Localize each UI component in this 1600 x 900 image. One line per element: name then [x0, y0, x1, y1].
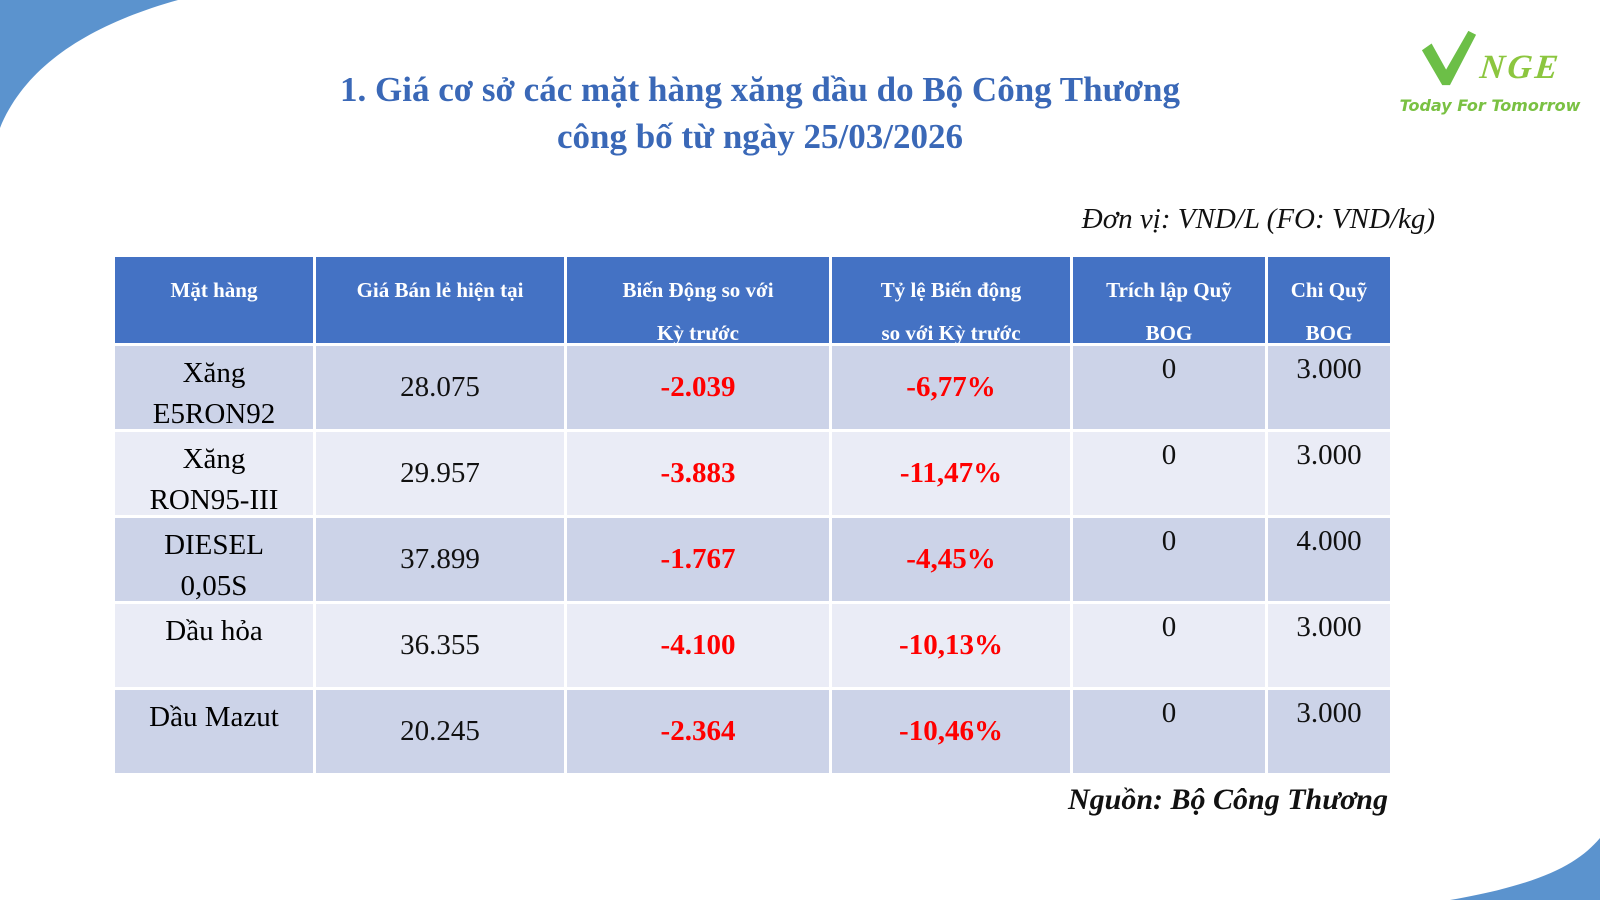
unit-note: Đơn vị: VND/L (FO: VND/kg) — [1081, 203, 1435, 235]
product-name-cell: DIESEL 0,05S — [115, 518, 313, 601]
product-name-cell: Dầu Mazut — [115, 690, 313, 773]
product-name-cell: Xăng E5RON92 — [115, 346, 313, 429]
column-header-bog-allocation: Trích lập Quỹ BOG — [1073, 257, 1265, 343]
retail-price-cell: 37.899 — [316, 518, 564, 601]
retail-price-cell: 36.355 — [316, 604, 564, 687]
bog-allocation-cell: 0 — [1073, 690, 1265, 773]
bog-spend-cell: 3.000 — [1268, 432, 1390, 515]
change-pct-cell: -10,46% — [832, 690, 1070, 773]
product-name-cell: Xăng RON95-III — [115, 432, 313, 515]
vnge-logo: NGE Today For Tomorrow — [1395, 26, 1585, 115]
column-header-bog-spend: Chi Quỹ BOG — [1268, 257, 1390, 343]
change-pct-cell: -6,77% — [832, 346, 1070, 429]
retail-price-cell: 20.245 — [316, 690, 564, 773]
retail-price-cell: 28.075 — [316, 346, 564, 429]
column-header-retail-price: Giá Bán lẻ hiện tại — [316, 257, 564, 343]
column-header-product: Mặt hàng — [115, 257, 313, 343]
page-title: 1. Giá cơ sở các mặt hàng xăng dầu do Bộ… — [150, 66, 1370, 160]
retail-price-cell: 29.957 — [316, 432, 564, 515]
bog-allocation-cell: 0 — [1073, 432, 1265, 515]
page-title-line2: công bố từ ngày 25/03/2026 — [556, 117, 964, 156]
change-cell: -1.767 — [567, 518, 829, 601]
bog-allocation-cell: 0 — [1073, 604, 1265, 687]
fuel-price-table: Mặt hàng Giá Bán lẻ hiện tại Biến Động s… — [115, 257, 1390, 773]
bottom-right-corner-decoration — [1450, 838, 1600, 900]
product-name-cell: Dầu hỏa — [115, 604, 313, 687]
change-pct-cell: -10,13% — [832, 604, 1070, 687]
bog-allocation-cell: 0 — [1073, 346, 1265, 429]
bog-spend-cell: 4.000 — [1268, 518, 1390, 601]
page-title-line1: 1. Giá cơ sở các mặt hàng xăng dầu do Bộ… — [340, 70, 1180, 109]
logo-tagline: Today For Tomorrow — [1399, 96, 1581, 115]
logo-brand-text: NGE — [1477, 49, 1563, 86]
change-pct-cell: -4,45% — [832, 518, 1070, 601]
bog-spend-cell: 3.000 — [1268, 690, 1390, 773]
column-header-change: Biến Động so với Kỳ trước — [567, 257, 829, 343]
bog-allocation-cell: 0 — [1073, 518, 1265, 601]
column-header-change-pct: Tỷ lệ Biến động so với Kỳ trước — [832, 257, 1070, 343]
source-note: Nguồn: Bộ Công Thương — [1068, 783, 1388, 816]
change-pct-cell: -11,47% — [832, 432, 1070, 515]
bog-spend-cell: 3.000 — [1268, 604, 1390, 687]
change-cell: -4.100 — [567, 604, 829, 687]
change-cell: -2.364 — [567, 690, 829, 773]
change-cell: -2.039 — [567, 346, 829, 429]
bog-spend-cell: 3.000 — [1268, 346, 1390, 429]
change-cell: -3.883 — [567, 432, 829, 515]
vnge-checkmark-icon — [1421, 30, 1476, 86]
